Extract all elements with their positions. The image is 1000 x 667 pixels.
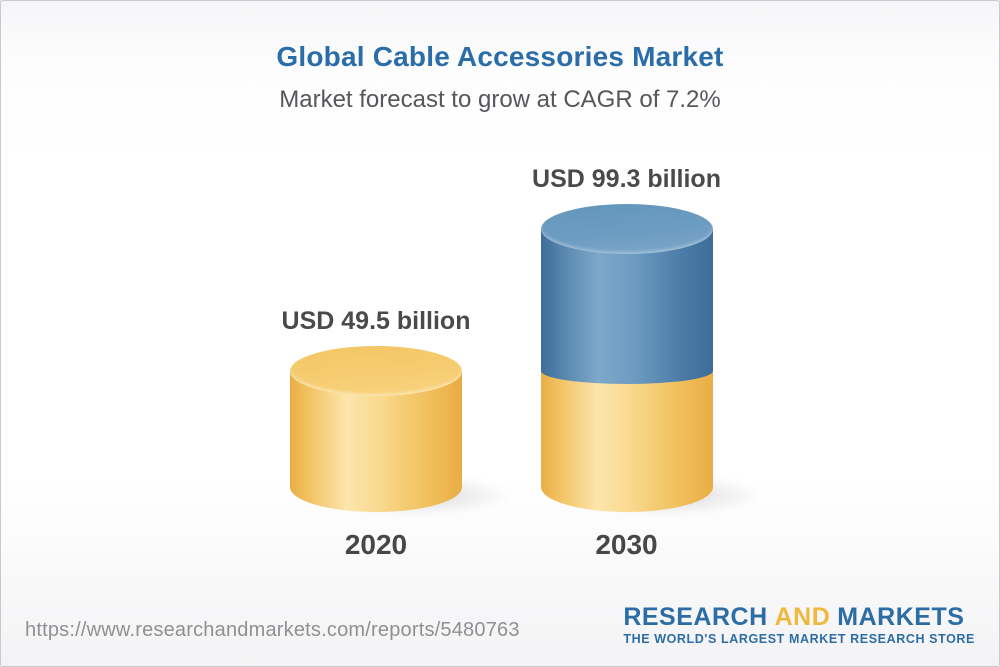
cylinder-segment-baseline-2020	[540, 370, 713, 487]
bar-value-label: USD 49.5 billion	[281, 306, 471, 335]
cylinder-top-cap	[540, 203, 713, 254]
bar-category-label: 2030	[595, 529, 658, 560]
logo-word-research: RESEARCH	[623, 603, 768, 631]
brand-logo-tagline: THE WORLD'S LARGEST MARKET RESEARCH STOR…	[623, 632, 975, 646]
bar-category-label: 2020	[344, 529, 408, 560]
logo-word-and: AND	[774, 603, 831, 631]
cylinder-top-cap	[290, 345, 462, 396]
logo-word-markets: MARKETS	[837, 603, 965, 631]
bar-value-label: USD 99.3 billion	[532, 164, 721, 193]
chart-title: Global Cable Accessories Market	[276, 41, 724, 72]
brand-logo: RESEARCH AND MARKETS THE WORLD'S LARGEST…	[623, 604, 975, 646]
cylinder-junction-cap	[540, 357, 713, 384]
chart-subtitle: Market forecast to grow at CAGR of 7.2%	[279, 86, 721, 113]
brand-logo-wordmark: RESEARCH AND MARKETS	[623, 604, 975, 630]
source-url[interactable]: https://www.researchandmarkets.com/repor…	[25, 619, 520, 641]
